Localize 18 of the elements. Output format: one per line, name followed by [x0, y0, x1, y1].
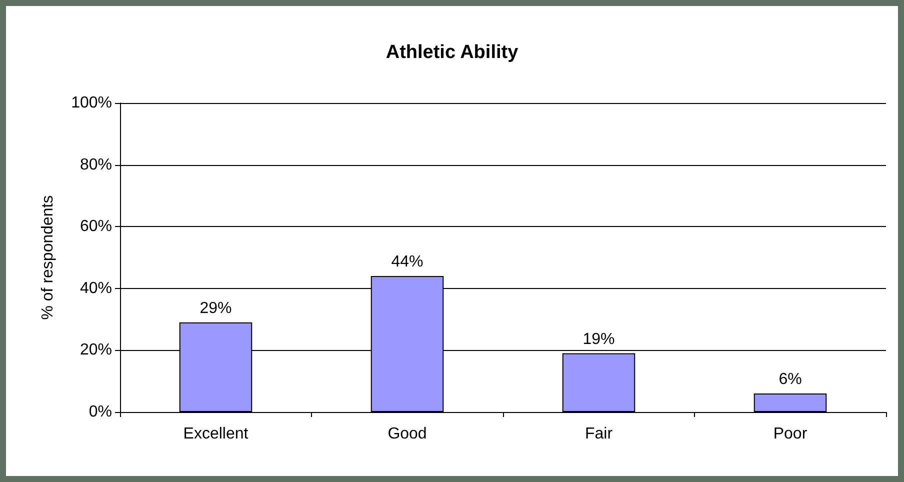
x-tick-label: Poor — [773, 426, 808, 442]
y-tick-label: 60% — [80, 218, 112, 236]
chart-title: Athletic Ability — [386, 42, 519, 63]
data-label: 44% — [391, 254, 424, 271]
x-tick-label: Fair — [584, 426, 614, 442]
y-tick-label: 40% — [80, 280, 112, 297]
x-tick-label: Excellent — [183, 426, 249, 442]
y-tick-label: 80% — [80, 156, 112, 174]
data-label: 19% — [582, 330, 615, 348]
bar — [562, 353, 636, 412]
bar — [754, 393, 827, 412]
y-tick-label: 0% — [88, 404, 112, 420]
data-label: 29% — [200, 300, 232, 317]
y-tick-label: 100% — [71, 94, 112, 112]
y-tick-label: 20% — [80, 342, 112, 359]
y-axis-title: % of respondents — [40, 195, 56, 320]
x-tick-label: Good — [388, 426, 427, 442]
data-label: 6% — [778, 370, 802, 388]
